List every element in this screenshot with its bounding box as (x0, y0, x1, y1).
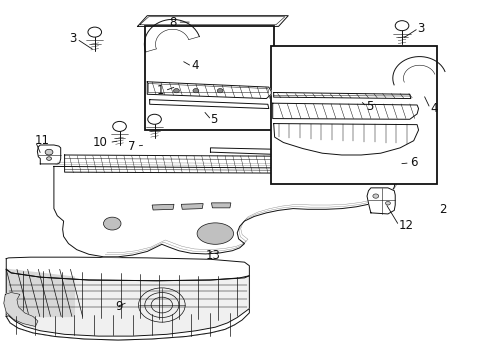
Circle shape (88, 27, 102, 37)
Text: 3: 3 (416, 22, 424, 35)
Bar (144, 26, 273, 130)
Circle shape (147, 114, 161, 124)
Text: 1: 1 (157, 84, 164, 97)
Polygon shape (366, 188, 394, 214)
Circle shape (103, 217, 121, 230)
Text: 13: 13 (205, 249, 220, 262)
Text: 3: 3 (69, 32, 77, 45)
Circle shape (173, 89, 179, 93)
Circle shape (217, 89, 223, 93)
Polygon shape (37, 145, 61, 164)
Bar (271, 46, 436, 184)
Circle shape (372, 194, 378, 198)
Circle shape (46, 157, 51, 160)
Polygon shape (273, 123, 418, 155)
Polygon shape (273, 93, 410, 99)
Circle shape (385, 202, 389, 205)
Circle shape (394, 21, 408, 31)
Text: 8: 8 (169, 15, 176, 28)
Text: 10: 10 (92, 136, 107, 149)
Polygon shape (181, 203, 203, 209)
Polygon shape (147, 82, 271, 99)
Polygon shape (211, 203, 230, 208)
Text: 6: 6 (409, 156, 416, 169)
Polygon shape (272, 103, 418, 119)
Circle shape (113, 121, 126, 131)
Text: 7: 7 (127, 140, 135, 153)
Text: 5: 5 (366, 100, 373, 113)
Circle shape (193, 89, 199, 93)
Text: 4: 4 (429, 102, 437, 115)
Text: 11: 11 (34, 134, 49, 147)
Circle shape (45, 149, 53, 155)
Polygon shape (210, 148, 322, 159)
Polygon shape (152, 204, 174, 210)
Polygon shape (64, 155, 404, 174)
Polygon shape (6, 269, 249, 340)
Polygon shape (6, 309, 249, 340)
Text: 12: 12 (398, 219, 413, 232)
Polygon shape (4, 293, 38, 327)
Ellipse shape (197, 223, 233, 244)
Text: 2: 2 (438, 203, 446, 216)
Text: 9: 9 (116, 300, 123, 313)
Polygon shape (54, 166, 394, 257)
Text: 4: 4 (191, 59, 198, 72)
Polygon shape (137, 16, 287, 26)
Text: 5: 5 (210, 113, 217, 126)
Polygon shape (6, 257, 249, 281)
Polygon shape (149, 100, 268, 109)
Polygon shape (6, 269, 74, 316)
